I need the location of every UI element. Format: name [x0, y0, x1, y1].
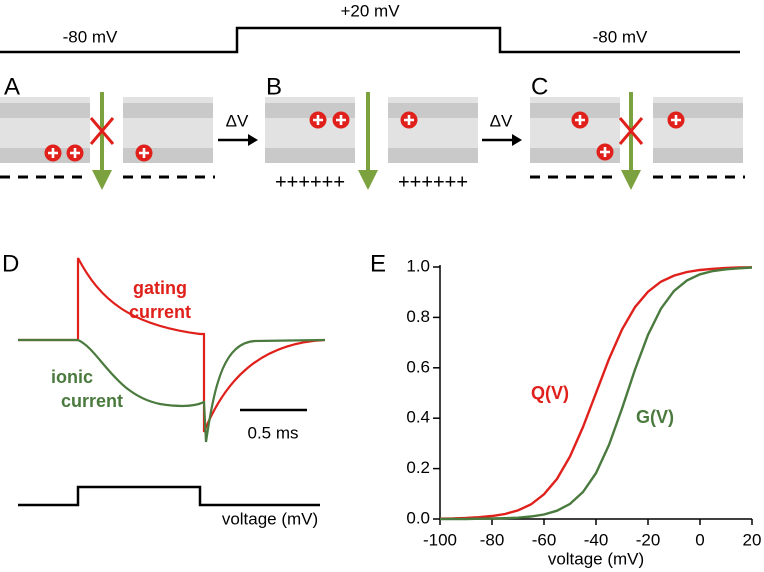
x-axis-title: voltage (mV) — [548, 549, 644, 568]
protocol-label: -80 mV — [593, 27, 648, 46]
series-label: G(V) — [636, 407, 674, 427]
step-arrowhead — [512, 134, 522, 146]
panel-label: A — [4, 73, 20, 100]
charge — [43, 143, 63, 163]
x-tick-label: 0 — [695, 530, 704, 549]
membrane — [530, 97, 743, 163]
charge — [134, 143, 154, 163]
x-tick-label: -100 — [423, 530, 457, 549]
x-tick-label: 20 — [743, 530, 762, 549]
x-tick-label: -80 — [480, 530, 505, 549]
positive-charges: ++++++ — [275, 171, 345, 193]
step-arrowhead — [248, 134, 258, 146]
charge — [666, 110, 686, 130]
series-line — [439, 266, 753, 520]
voltage-trace — [18, 485, 320, 507]
protocol-label: -80 mV — [63, 27, 118, 46]
charge — [331, 110, 351, 130]
y-tick-label: 0.0 — [406, 508, 430, 527]
charge — [570, 110, 590, 130]
protocol-label: +20 mV — [340, 1, 400, 20]
charge — [595, 142, 615, 162]
y-tick-label: 0.8 — [406, 307, 430, 326]
y-tick-label: 0.6 — [406, 357, 430, 376]
gating-label: gating — [133, 278, 187, 298]
membrane — [0, 97, 213, 163]
panel-label: C — [531, 73, 548, 100]
y-tick-label: 0.4 — [406, 408, 430, 427]
charge — [308, 110, 328, 130]
panel-label: B — [266, 73, 282, 100]
ionic-label: current — [61, 391, 123, 411]
ionic-current-trace — [18, 338, 326, 443]
step-label: ΔV — [226, 111, 249, 130]
x-tick-label: -40 — [584, 530, 609, 549]
scale-bar-label: 0.5 ms — [247, 423, 298, 442]
charge — [399, 110, 419, 130]
voltage-label: voltage (mV) — [222, 509, 318, 528]
ionic-label: ionic — [51, 367, 93, 387]
x-tick-label: -60 — [532, 530, 557, 549]
voltage-protocol — [0, 26, 740, 54]
panel-label: D — [2, 250, 19, 277]
charge — [65, 143, 85, 163]
chart-e: 0.0 0.2 0.4 0.6 0.8 1.0 -100 -80 -60 -40 -20 0 20 vol… — [406, 256, 761, 568]
y-tick-label: 1.0 — [406, 256, 430, 275]
series-line — [440, 266, 753, 521]
ion-arrow — [356, 90, 380, 192]
positive-charges: ++++++ — [398, 171, 468, 193]
x-tick-label: -20 — [636, 530, 661, 549]
gating-label: current — [129, 302, 191, 322]
gating-current-trace — [18, 257, 326, 433]
step-label: ΔV — [490, 111, 513, 130]
series-label: Q(V) — [531, 383, 569, 403]
y-tick-label: 0.2 — [406, 458, 430, 477]
membrane — [265, 97, 478, 163]
panel-label: E — [370, 250, 386, 277]
